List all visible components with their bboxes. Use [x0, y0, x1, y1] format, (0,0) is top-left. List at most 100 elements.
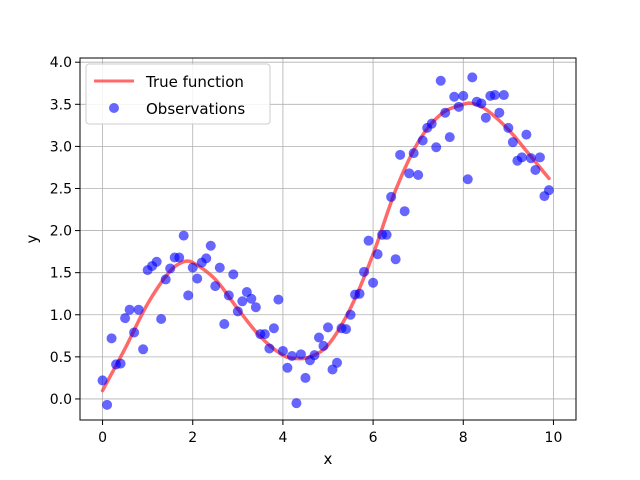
observation-point [413, 170, 424, 181]
y-tick-label: 0.0 [50, 392, 72, 408]
observation-point [295, 349, 306, 360]
observation-point [395, 149, 406, 160]
observation-point [417, 135, 428, 146]
observation-point [223, 290, 234, 301]
observation-point [246, 293, 257, 304]
observation-point [250, 302, 261, 313]
observation-point [165, 263, 176, 274]
legend: True function Observations [85, 63, 271, 125]
y-tick-label: 1.0 [50, 308, 72, 324]
observation-point [183, 290, 194, 301]
observation-point [444, 132, 455, 143]
observation-point [174, 252, 185, 263]
observation-point [268, 323, 279, 334]
plot-area [97, 72, 554, 410]
y-tick-label: 0.5 [50, 350, 72, 366]
observation-point [210, 281, 221, 292]
legend-label-observations: Observations [146, 100, 245, 118]
x-tick-label: 6 [369, 430, 378, 446]
observation-point [259, 329, 270, 340]
observation-point [214, 262, 225, 273]
observation-point [498, 90, 509, 101]
x-axis-label: x [324, 450, 333, 468]
observation-point [151, 256, 162, 267]
observation-point [264, 343, 275, 354]
observation-point [489, 90, 500, 101]
observation-point [124, 304, 135, 315]
observation-point [192, 273, 203, 284]
y-tick-label: 1.5 [50, 266, 72, 282]
observation-point [332, 357, 343, 368]
y-tick-label: 2.0 [50, 224, 72, 240]
observation-point [503, 122, 514, 133]
observation-point [97, 375, 108, 386]
observation-point [291, 398, 302, 409]
observation-point [160, 274, 171, 285]
observation-point [345, 309, 356, 320]
axes-frame [79, 57, 577, 421]
observation-point [476, 98, 487, 109]
observation-point [282, 362, 293, 373]
observation-point [372, 249, 383, 260]
axis-ticks: 0 2 4 6 8 10 0.0 0.5 1.0 1.5 2.0 2.5 3.0 3.5 4.0 [50, 55, 563, 446]
observation-point [138, 344, 149, 355]
observation-point [426, 118, 437, 129]
legend-box [85, 63, 271, 125]
observation-point [534, 152, 545, 163]
observation-point [530, 164, 541, 175]
observation-point [368, 277, 379, 288]
observation-point [237, 296, 248, 307]
observation-point [300, 372, 311, 383]
legend-label-true-function: True function [145, 73, 244, 91]
observation-point [286, 351, 297, 362]
observation-point [106, 333, 117, 344]
x-tick-label: 8 [459, 430, 468, 446]
observation-point [516, 152, 527, 163]
observation-point [120, 313, 131, 324]
observation-point [129, 327, 140, 338]
observation-point [309, 350, 320, 361]
y-tick-label: 3.0 [50, 139, 72, 155]
y-tick-label: 2.5 [50, 181, 72, 197]
observation-point [494, 107, 505, 118]
observation-point [205, 240, 216, 251]
x-tick-label: 10 [545, 430, 563, 446]
observation-point [232, 306, 243, 317]
observation-point [201, 253, 212, 264]
observation-point [399, 206, 410, 217]
observation-point [323, 322, 333, 333]
observation-point [133, 304, 144, 315]
y-tick-label: 3.5 [50, 97, 72, 113]
observation-point [525, 153, 536, 164]
observation-point [440, 107, 451, 118]
observation-point [363, 235, 374, 246]
observation-point [386, 191, 397, 202]
observation-point [435, 75, 446, 86]
observation-point [102, 399, 113, 410]
legend-marker-swatch [109, 103, 119, 113]
observation-point [313, 332, 324, 343]
observation-point [453, 101, 464, 112]
observation-point [458, 90, 469, 101]
observation-point [480, 112, 491, 123]
observation-point [115, 358, 126, 369]
observation-point [507, 137, 518, 148]
observation-point [187, 262, 198, 273]
y-tick-label: 4.0 [50, 55, 72, 71]
observation-point [408, 148, 419, 159]
observation-point [341, 324, 352, 335]
y-axis-label: y [23, 234, 41, 243]
observation-point [219, 319, 230, 330]
x-tick-label: 4 [278, 430, 287, 446]
observation-point [354, 288, 365, 299]
observation-point [318, 340, 329, 351]
observation-point [277, 345, 288, 356]
observation-point [156, 313, 167, 324]
x-tick-label: 0 [98, 430, 107, 446]
observation-point [462, 174, 473, 185]
observation-point [404, 168, 415, 179]
observation-point [449, 91, 460, 102]
observation-point [467, 72, 478, 83]
observation-point [228, 269, 239, 280]
